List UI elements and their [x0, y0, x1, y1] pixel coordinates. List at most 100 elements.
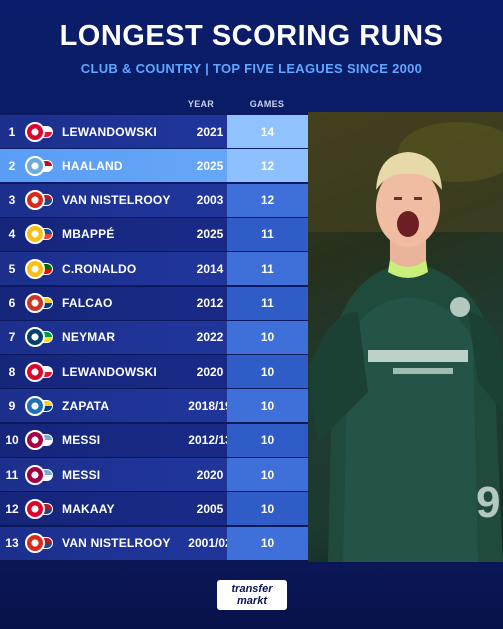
- player-name: VAN NISTELROOY: [62, 193, 171, 208]
- rank-number: 2: [8, 158, 16, 173]
- season-year: 2025: [196, 158, 224, 173]
- logo-line1: transfer: [231, 583, 273, 595]
- table-row: 2 HAALAND 2025 12: [0, 149, 308, 183]
- club-country-badges: [25, 223, 53, 245]
- table-row: 1 LEWANDOWSKI 2021 14: [0, 115, 308, 148]
- club-country-badges: [25, 292, 53, 314]
- player-name: VAN NISTELROOY: [62, 536, 171, 551]
- rank-number: 9: [8, 398, 16, 413]
- club-country-badges: [25, 429, 53, 451]
- player-name: LEWANDOWSKI: [62, 364, 157, 379]
- games-count: 14: [227, 115, 308, 148]
- rank-number: 12: [5, 501, 19, 516]
- season-year: 2012/13: [188, 433, 232, 448]
- club-country-badges: [25, 395, 53, 417]
- svg-text:9: 9: [476, 478, 500, 527]
- games-count: 10: [227, 492, 308, 526]
- player-name: LEWANDOWSKI: [62, 124, 157, 139]
- season-year: 2005: [196, 501, 224, 516]
- column-header-games: GAMES: [249, 99, 285, 109]
- club-country-badges: [25, 532, 53, 554]
- table-row: 12 MAKAAY 2005 10: [0, 492, 308, 526]
- table-row: 6 FALCAO 2012 11: [0, 286, 308, 320]
- rank-number: 7: [8, 330, 16, 345]
- rank-number: 11: [5, 467, 19, 482]
- player-name: FALCAO: [62, 296, 113, 310]
- bayern-badge-icon: [25, 361, 45, 382]
- games-count: 10: [227, 389, 308, 423]
- games-count: 10: [227, 355, 308, 389]
- games-count: 12: [227, 183, 308, 217]
- rank-number: 4: [8, 227, 16, 242]
- page-subtitle: CLUB & COUNTRY | TOP FIVE LEAGUES SINCE …: [80, 61, 423, 76]
- player-name: NEYMAR: [62, 330, 116, 345]
- atletico-madrid-badge-icon: [25, 293, 45, 313]
- rank-number: 3: [8, 193, 16, 208]
- games-count: 11: [227, 252, 308, 286]
- games-count: 11: [227, 286, 308, 320]
- club-country-badges: [25, 121, 53, 143]
- page-title: LONGEST SCORING RUNS: [59, 20, 444, 52]
- table-row: 9 ZAPATA 2018/19 10: [0, 389, 308, 423]
- table-row: 11 MESSI 2020 10: [0, 458, 308, 491]
- club-country-badges: [25, 155, 53, 177]
- player-illustration: 9: [308, 112, 503, 562]
- season-year: 2022: [196, 330, 224, 345]
- bayern-badge-icon: [25, 498, 45, 519]
- rank-number: 10: [5, 433, 19, 448]
- man-united-badge-icon: [25, 533, 45, 554]
- player-photo: 9: [308, 112, 503, 562]
- table-row: 10 MESSI 2012/13 10: [0, 423, 308, 457]
- rank-number: 5: [8, 261, 16, 276]
- rank-number: 8: [8, 364, 16, 379]
- games-count: 10: [227, 458, 308, 491]
- real-madrid-badge-icon: [25, 224, 45, 245]
- games-count: 10: [227, 320, 308, 354]
- transfermarkt-logo: transfer markt: [217, 580, 287, 610]
- season-year: 2020: [196, 467, 224, 482]
- player-name: ZAPATA: [62, 398, 110, 413]
- table-row: 8 LEWANDOWSKI 2020 10: [0, 355, 308, 389]
- season-year: 2020: [196, 364, 224, 379]
- table-row: 7 NEYMAR 2022 10: [0, 320, 308, 354]
- real-madrid-badge-icon: [25, 258, 45, 279]
- games-count: 11: [227, 217, 308, 251]
- player-name: MBAPPÉ: [62, 227, 115, 242]
- season-year: 2012: [196, 296, 224, 310]
- season-year: 2025: [196, 227, 224, 242]
- club-country-badges: [25, 464, 53, 486]
- season-year: 2021: [196, 124, 224, 139]
- barcelona-badge-icon: [25, 464, 45, 485]
- club-country-badges: [25, 498, 53, 520]
- psg-badge-icon: [25, 327, 45, 348]
- player-name: MESSI: [62, 467, 101, 482]
- season-year: 2018/19: [188, 398, 232, 413]
- games-count: 12: [227, 149, 308, 183]
- games-count: 10: [227, 526, 308, 560]
- season-year: 2003: [196, 193, 224, 208]
- season-year: 2001/02: [188, 536, 232, 551]
- games-count: 10: [227, 423, 308, 457]
- player-name: C.RONALDO: [62, 261, 137, 276]
- table-row: 3 VAN NISTELROOY 2003 12: [0, 183, 308, 217]
- rank-number: 1: [8, 124, 16, 139]
- club-country-badges: [25, 189, 53, 211]
- column-header-year: YEAR: [187, 99, 215, 109]
- rank-number: 13: [5, 536, 19, 551]
- player-name: MESSI: [62, 433, 101, 448]
- table-row: 5 C.RONALDO 2014 11: [0, 252, 308, 286]
- table-row: 4 MBAPPÉ 2025 11: [0, 217, 308, 251]
- table-row: 13 VAN NISTELROOY 2001/02 10: [0, 526, 308, 560]
- barcelona-badge-icon: [25, 430, 45, 451]
- club-country-badges: [25, 361, 53, 383]
- atalanta-badge-icon: [25, 395, 45, 416]
- player-name: HAALAND: [62, 158, 123, 173]
- player-name: MAKAAY: [62, 501, 115, 516]
- bayern-badge-icon: [25, 121, 45, 142]
- man-united-badge-icon: [25, 190, 45, 211]
- logo-line2: markt: [237, 595, 267, 607]
- club-country-badges: [25, 326, 53, 348]
- club-country-badges: [25, 258, 53, 280]
- rank-number: 6: [8, 296, 16, 310]
